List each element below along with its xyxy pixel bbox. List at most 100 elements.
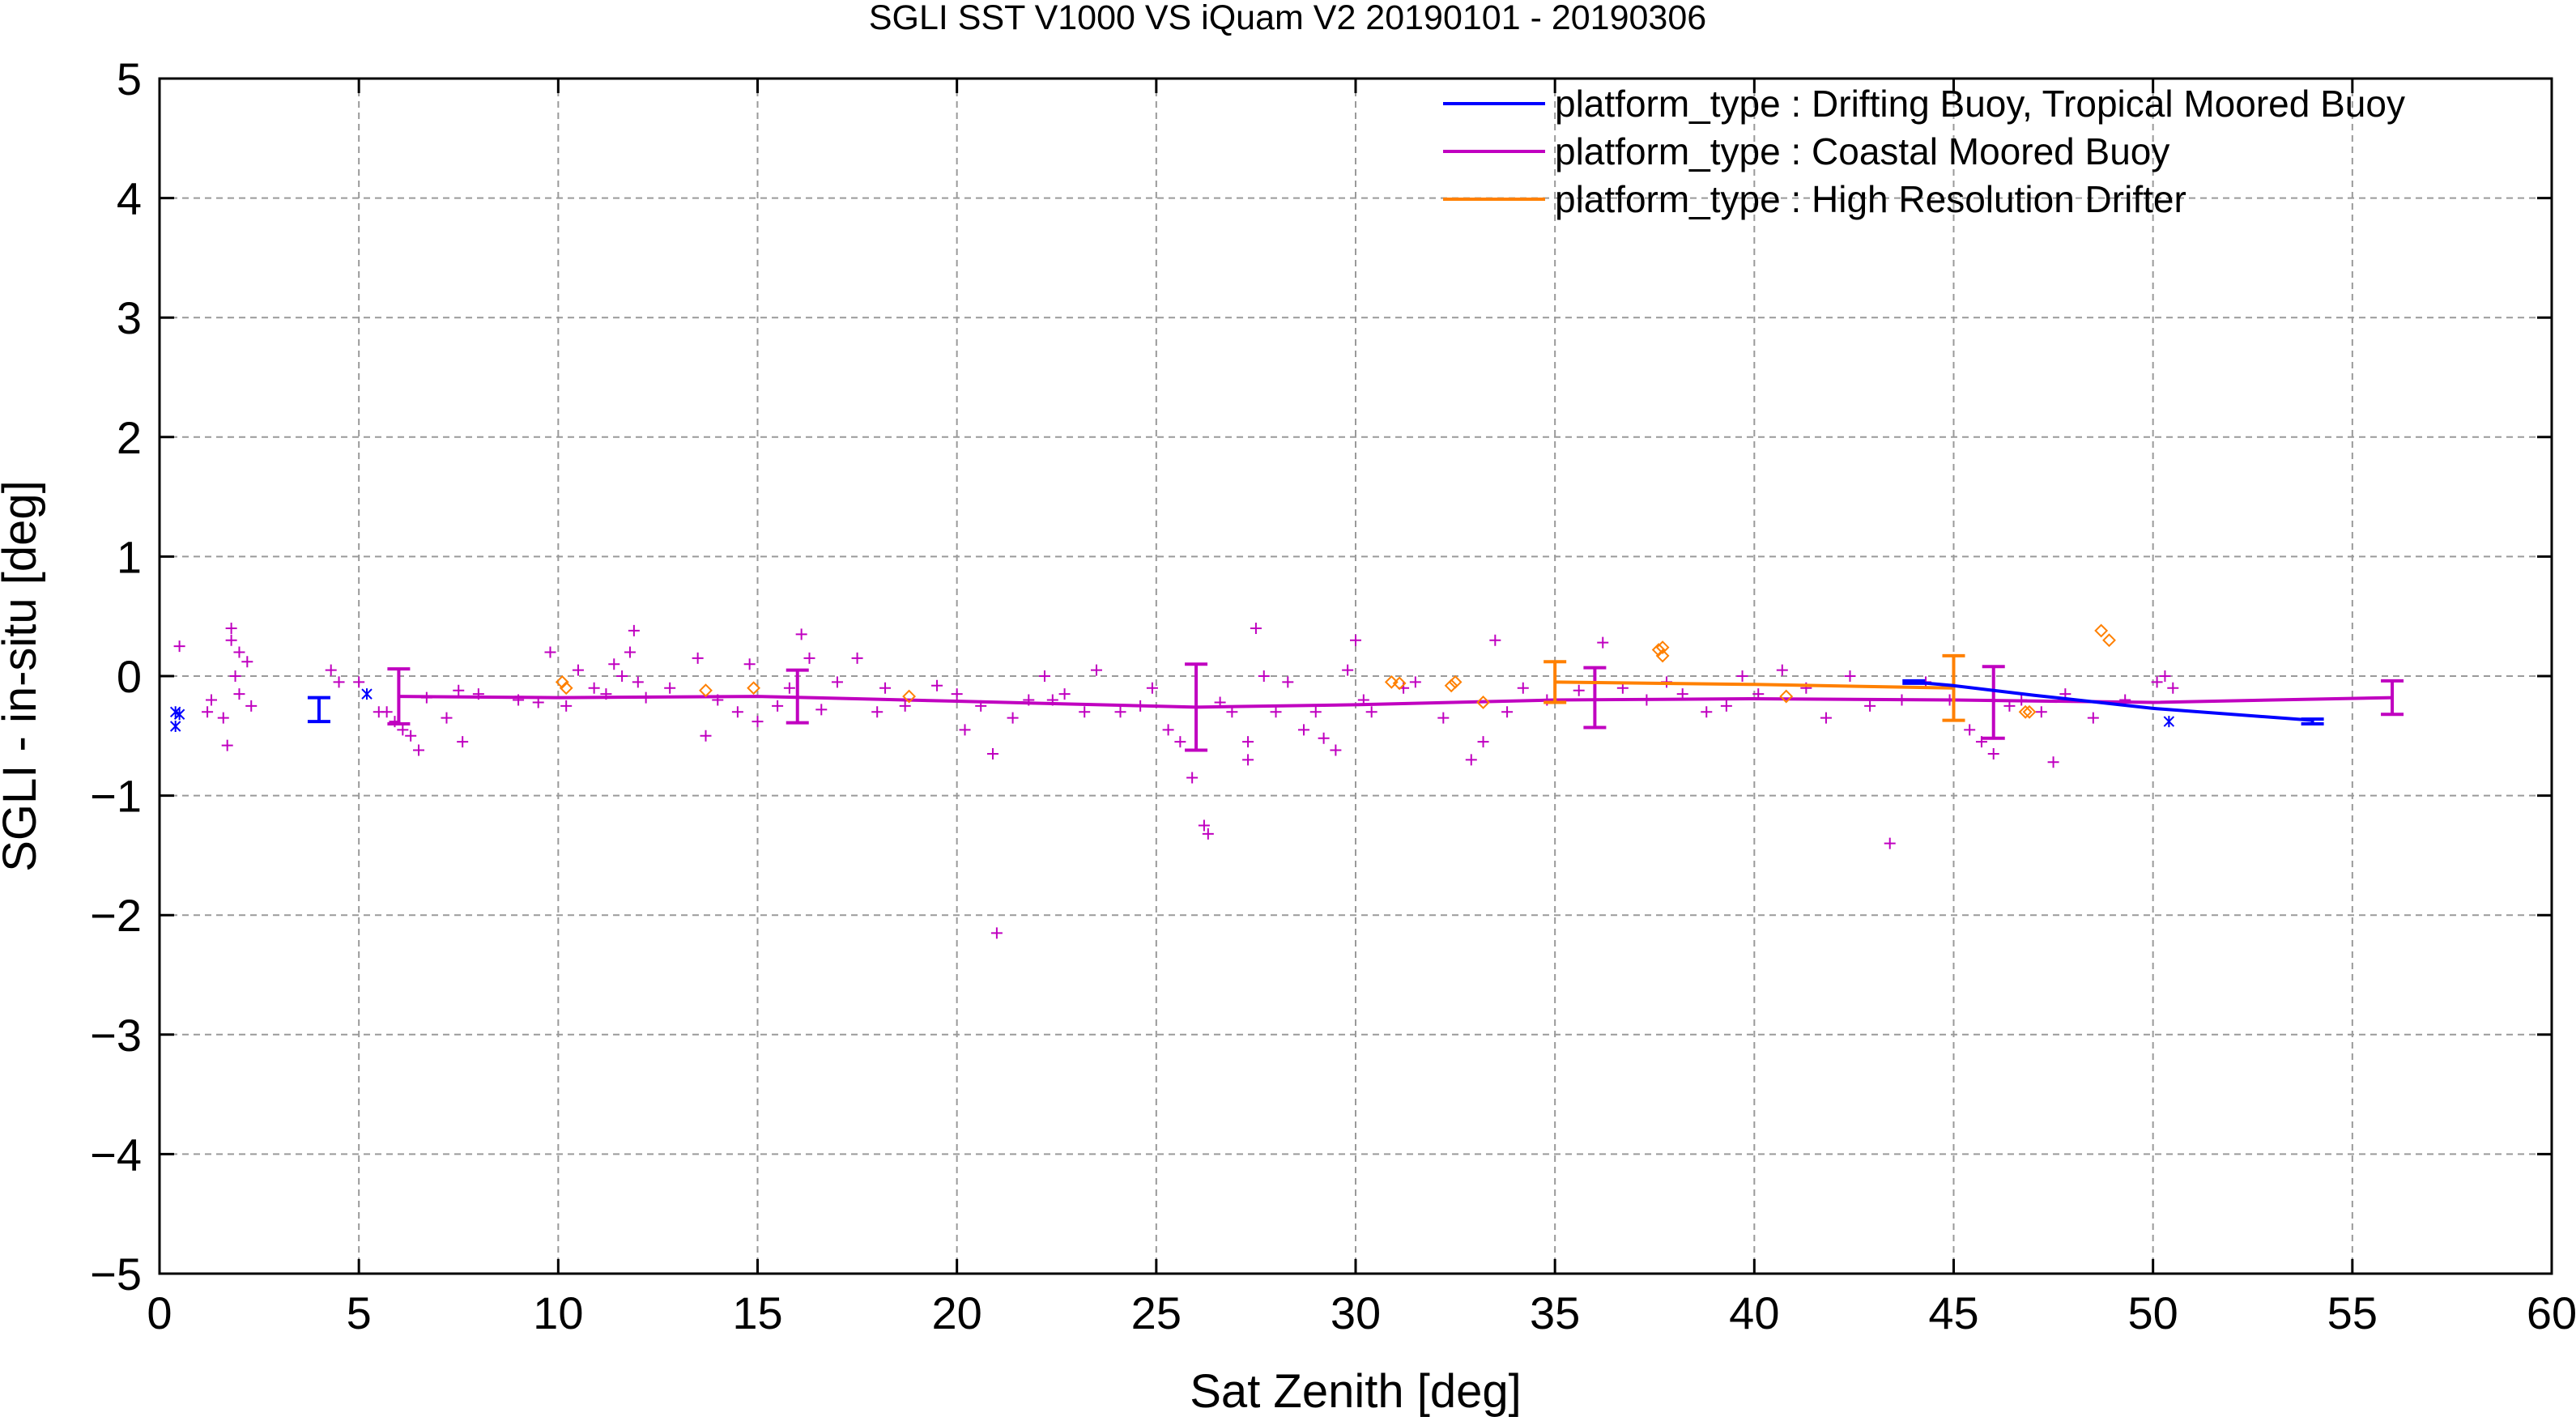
data-point bbox=[1242, 736, 1254, 748]
y-tick-label: 0 bbox=[117, 651, 142, 702]
y-tick-label: −2 bbox=[90, 890, 142, 941]
data-point bbox=[1146, 682, 1158, 694]
data-point bbox=[951, 688, 963, 700]
chart-title: SGLI SST V1000 VS iQuam V2 20190101 - 20… bbox=[869, 0, 1706, 37]
series-layer bbox=[169, 622, 2404, 939]
data-point bbox=[1701, 706, 1713, 718]
data-point bbox=[1384, 674, 1399, 689]
x-tick-label: 40 bbox=[1729, 1287, 1779, 1338]
error-bar bbox=[786, 668, 809, 725]
data-point bbox=[815, 704, 828, 716]
data-point bbox=[202, 706, 214, 718]
x-tick-label: 20 bbox=[932, 1287, 982, 1338]
legend: platform_type : Drifting Buoy, Tropical … bbox=[1443, 83, 2405, 220]
data-point bbox=[361, 688, 373, 700]
series-group bbox=[169, 679, 2324, 732]
data-point bbox=[1174, 736, 1186, 748]
series-mean-line bbox=[1914, 680, 2313, 722]
data-point bbox=[1198, 819, 1210, 832]
data-point bbox=[2035, 706, 2047, 718]
data-point bbox=[2163, 716, 2175, 728]
x-axis-label: Sat Zenith [deg] bbox=[1190, 1365, 1521, 1418]
data-point bbox=[1736, 670, 1748, 682]
data-point bbox=[632, 676, 644, 688]
data-point bbox=[1573, 684, 1585, 696]
data-point bbox=[772, 700, 784, 712]
data-point bbox=[871, 706, 884, 718]
x-tick-label: 60 bbox=[2527, 1287, 2576, 1338]
series-group bbox=[173, 622, 2404, 939]
legend-entry: platform_type : Drifting Buoy, Tropical … bbox=[1555, 83, 2405, 125]
error-bar bbox=[307, 696, 330, 724]
x-tick-label: 5 bbox=[347, 1287, 372, 1338]
y-axis-label: SGLI - in-situ [deg] bbox=[0, 480, 46, 872]
data-point bbox=[413, 744, 425, 756]
data-point bbox=[453, 684, 465, 696]
data-point bbox=[1720, 700, 1732, 712]
data-point bbox=[628, 624, 640, 636]
data-point bbox=[1779, 689, 1794, 704]
y-tick-label: 2 bbox=[117, 412, 142, 463]
data-point bbox=[457, 736, 469, 748]
y-tick-label: −5 bbox=[90, 1249, 142, 1300]
series-mean-line bbox=[398, 695, 2393, 709]
data-point bbox=[1975, 736, 1987, 748]
data-point bbox=[959, 724, 971, 736]
data-point bbox=[1365, 706, 1377, 718]
data-point bbox=[1258, 670, 1270, 682]
data-point bbox=[544, 646, 556, 658]
y-tick-label: −3 bbox=[90, 1010, 142, 1061]
data-point bbox=[2047, 756, 2059, 768]
data-point bbox=[221, 739, 233, 751]
data-point bbox=[1465, 754, 1477, 766]
data-point bbox=[353, 676, 365, 688]
x-tick-label: 0 bbox=[147, 1287, 172, 1338]
data-point bbox=[1282, 676, 1294, 688]
y-tick-label: 5 bbox=[117, 53, 142, 104]
data-point bbox=[1250, 622, 1262, 634]
data-point bbox=[1309, 706, 1322, 718]
data-point bbox=[441, 712, 453, 724]
data-point bbox=[743, 658, 756, 670]
legend-entry: platform_type : High Resolution Drifter bbox=[1555, 178, 2186, 220]
data-point bbox=[699, 683, 713, 698]
data-point bbox=[616, 670, 628, 682]
data-point bbox=[173, 708, 185, 721]
data-point bbox=[225, 622, 237, 634]
data-point bbox=[2018, 704, 2033, 719]
data-point bbox=[2094, 623, 2109, 638]
data-point bbox=[2159, 670, 2171, 682]
data-point bbox=[1079, 706, 1091, 718]
error-bar bbox=[1185, 662, 1208, 752]
data-point bbox=[1501, 706, 1514, 718]
data-point bbox=[1987, 747, 1999, 759]
error-bar bbox=[1583, 666, 1607, 730]
data-point bbox=[2102, 633, 2116, 648]
data-point bbox=[692, 652, 704, 664]
data-point bbox=[851, 652, 863, 664]
data-point bbox=[173, 640, 185, 653]
legend-entry: platform_type : Coastal Moored Buoy bbox=[1555, 130, 2169, 172]
data-point bbox=[1864, 700, 1876, 712]
data-point bbox=[1489, 634, 1501, 646]
series-mean-line bbox=[1555, 680, 1954, 690]
error-bar bbox=[2381, 679, 2404, 717]
data-point bbox=[1597, 636, 1609, 649]
data-point bbox=[1437, 712, 1450, 724]
data-point bbox=[624, 646, 636, 658]
data-point bbox=[1844, 670, 1856, 682]
data-point bbox=[664, 682, 676, 694]
series-group bbox=[555, 623, 2116, 722]
data-point bbox=[1409, 676, 1421, 688]
data-point bbox=[2167, 682, 2179, 694]
x-tick-label: 35 bbox=[1530, 1287, 1580, 1338]
data-point bbox=[588, 682, 600, 694]
data-point bbox=[1476, 696, 1490, 709]
x-tick-label: 15 bbox=[732, 1287, 782, 1338]
data-point bbox=[225, 634, 237, 646]
data-point bbox=[931, 679, 943, 691]
y-tick-label: 3 bbox=[117, 292, 142, 343]
data-point bbox=[831, 676, 843, 688]
x-tick-label: 30 bbox=[1331, 1287, 1381, 1338]
